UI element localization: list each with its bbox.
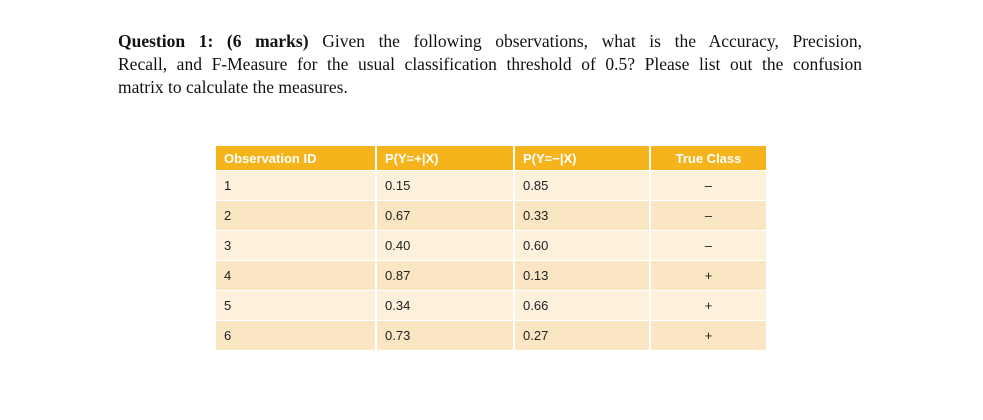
table-cell: – (650, 230, 768, 261)
table-cell: 5 (216, 290, 377, 321)
table-cell: – (650, 170, 768, 201)
table-row: 4 0.87 0.13 + (216, 260, 768, 291)
column-header: True Class (650, 146, 768, 171)
table-cell: 0.87 (376, 260, 515, 291)
table-body: 1 0.15 0.85–2 0.67 0.33–3 0.40 0.60–4 0.87 0.13 +… (216, 170, 768, 350)
column-header: P(Y=+|X) (376, 146, 515, 171)
table-row: 5 0.34 0.66 + (216, 290, 768, 321)
table-cell: 3 (216, 230, 377, 261)
column-header: P(Y=−|X) (514, 146, 651, 171)
table-cell: 0.34 (376, 290, 515, 321)
question-line: Recall, and F-Measure for the usual clas… (118, 54, 862, 74)
question-line: Question 1: (6 marks) Given the followin… (118, 30, 862, 53)
question-line: matrix to calculate the measures. (118, 77, 348, 97)
table-cell: + (650, 260, 768, 291)
table-row: 6 0.73 0.27 + (216, 320, 768, 350)
table-cell: 0.66 (514, 290, 651, 321)
table-cell: 0.27 (514, 320, 651, 350)
table-cell: 0.40 (376, 230, 515, 261)
observations-table: Observation ID P(Y=+|X) P(Y=−|X) True Class… (216, 146, 768, 350)
table-row: 3 0.40 0.60– (216, 230, 768, 261)
question-text: Given the following observations, what i… (322, 31, 863, 51)
table-cell: 0.15 (376, 170, 515, 201)
table-cell: – (650, 200, 768, 231)
table-cell: 0.13 (514, 260, 651, 291)
table-cell: 1 (216, 170, 377, 201)
table-cell: 6 (216, 320, 377, 350)
table-row: 2 0.67 0.33– (216, 200, 768, 231)
table-cell: 4 (216, 260, 377, 291)
table-cell: 0.85 (514, 170, 651, 201)
table-cell: + (650, 290, 768, 321)
header-row: Observation ID P(Y=+|X) P(Y=−|X) True Class (216, 146, 768, 171)
table-cell: 0.73 (376, 320, 515, 350)
table-row: 1 0.15 0.85– (216, 170, 768, 201)
table-cell: + (650, 320, 768, 350)
table-cell: 0.60 (514, 230, 651, 261)
table-cell: 0.67 (376, 200, 515, 231)
table-cell: 0.33 (514, 200, 651, 231)
question-label: Question 1: (6 marks) (118, 31, 309, 51)
question: Question 1: (6 marks) Given the followin… (118, 30, 862, 99)
column-header: Observation ID (216, 146, 377, 171)
table-cell: 2 (216, 200, 377, 231)
